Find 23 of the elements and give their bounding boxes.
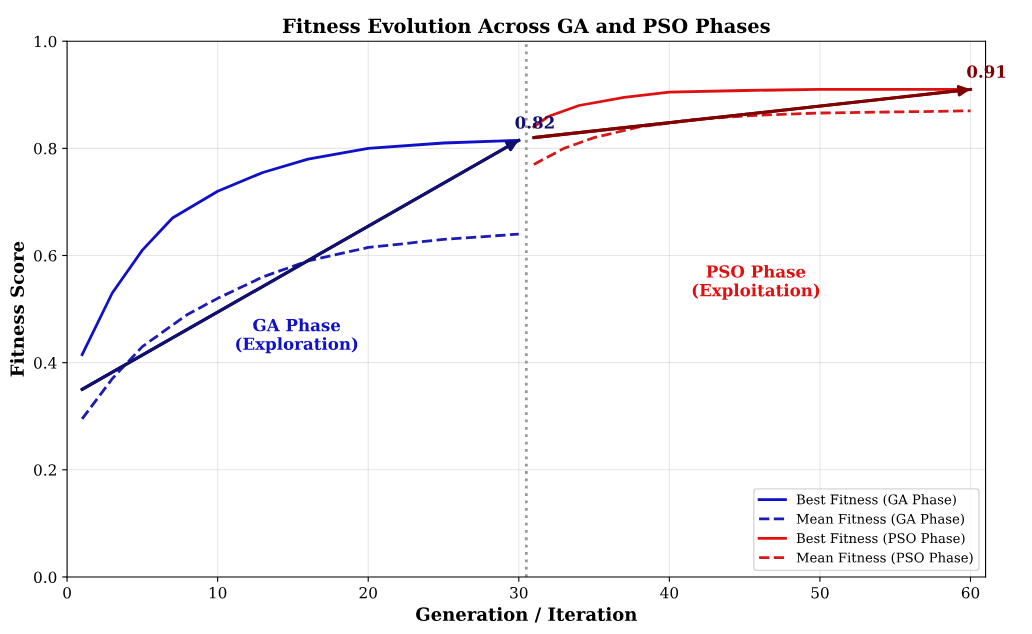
line-series <box>80 232 521 421</box>
chart-title: Fitness Evolution Across GA and PSO Phases <box>282 18 770 34</box>
x-tick-label: 40 <box>660 586 679 599</box>
y-axis-title: Fitness Score <box>10 241 25 377</box>
y-tick-label: 0.8 <box>34 142 57 155</box>
annotation: PSO Phase (Exploitation) <box>692 264 820 300</box>
legend-label: Mean Fitness (PSO Phase) <box>796 552 973 565</box>
y-tick-label: 0.2 <box>34 464 56 476</box>
annotation: GA Phase (Exploration) <box>236 318 358 354</box>
y-tick-label: 0.4 <box>34 357 57 369</box>
x-tick-label: 10 <box>209 586 227 599</box>
x-tick-label: 50 <box>811 586 829 599</box>
x-tick-label: 0 <box>63 586 71 599</box>
x-tick-label: 30 <box>510 586 528 599</box>
legend-label: Mean Fitness (GA Phase) <box>796 513 964 526</box>
legend-label: Best Fitness (GA Phase) <box>796 494 956 507</box>
y-tick-label: 1.0 <box>34 35 57 48</box>
y-tick-label: 0.0 <box>34 571 57 583</box>
x-axis-title: Generation / Iteration <box>416 607 637 623</box>
x-tick-label: 60 <box>961 586 980 599</box>
x-tick-label: 20 <box>359 586 377 599</box>
legend-label: Best Fitness (PSO Phase) <box>796 532 965 546</box>
y-tick-label: 0.6 <box>34 249 57 262</box>
